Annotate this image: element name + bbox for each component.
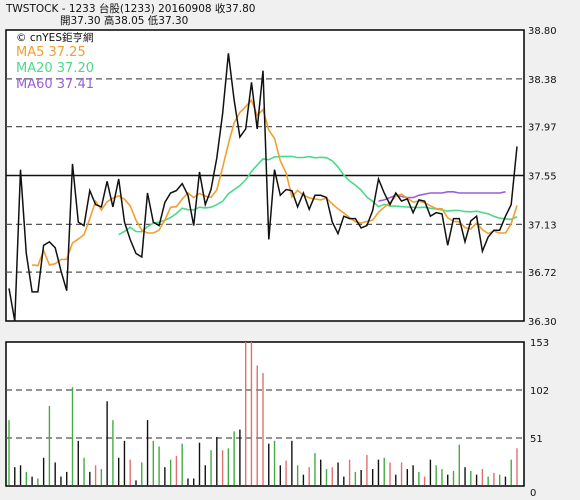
volume-axis: 153 102 51 0: [530, 338, 549, 499]
price-tick-label: 37.55: [528, 172, 557, 183]
price-tick-label: 36.30: [528, 317, 557, 328]
price-line: [8, 53, 518, 322]
price-series: [8, 53, 518, 322]
price-tick-label: 37.13: [528, 220, 557, 231]
price-grid: [6, 78, 524, 273]
volume-bars: [8, 342, 518, 485]
ma60-line: [378, 191, 506, 202]
volume-grid: [6, 389, 524, 439]
price-tick-label: 38.38: [528, 75, 557, 86]
volume-tick-label: 51: [530, 434, 543, 445]
volume-panel: 153 102 51 0: [5, 338, 549, 499]
volume-tick-label: 102: [530, 386, 549, 397]
volume-panel-frame: [5, 341, 525, 487]
header-title: TWSTOCK - 1233 台股(1233) 20160908 收37.80: [5, 2, 255, 15]
legend-ma20: MA20 37.20: [16, 61, 94, 76]
volume-tick-label: 153: [530, 338, 549, 349]
price-tick-label: 38.80: [528, 26, 557, 37]
watermark-logo: © cnYES鉅亨網: [16, 31, 93, 44]
price-tick-label: 36.72: [528, 268, 557, 279]
price-tick-label: 37.97: [528, 123, 557, 134]
header-ohlc: 開37.30 高38.05 低37.30: [60, 14, 188, 27]
volume-tick-label: 0: [530, 488, 536, 499]
legend-ma5: MA5 37.25: [16, 45, 86, 60]
price-axis: 38.80 38.38 37.97 37.55 37.13 36.72 36.30: [528, 26, 557, 328]
ma5-line: [32, 98, 518, 267]
ma20-line: [118, 155, 518, 236]
legend-ma60: MA60 37.41: [16, 77, 94, 92]
price-panel: 38.80 38.38 37.97 37.55 37.13 36.72 36.30 © cn…: [5, 26, 557, 328]
